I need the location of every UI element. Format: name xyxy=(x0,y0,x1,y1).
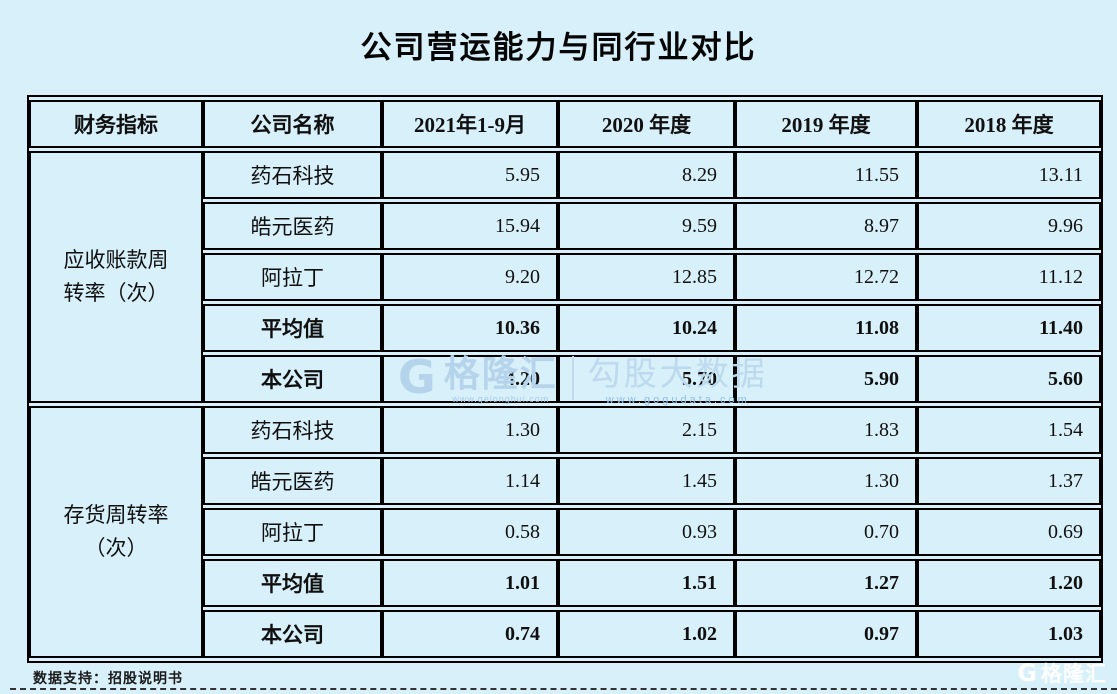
value-cell: 12.85 xyxy=(558,253,735,301)
value-cell: 8.29 xyxy=(558,151,735,199)
table-row: 阿拉丁 0.58 0.93 0.70 0.69 xyxy=(29,508,1101,556)
table-row: 皓元医药 1.14 1.45 1.30 1.37 xyxy=(29,457,1101,505)
value-cell: 13.11 xyxy=(917,151,1101,199)
value-cell: 1.30 xyxy=(735,457,917,505)
col-header-2020: 2020 年度 xyxy=(558,100,735,148)
value-cell: 9.96 xyxy=(917,202,1101,250)
value-cell: 1.54 xyxy=(917,406,1101,454)
value-cell: 1.27 xyxy=(735,559,917,607)
value-cell: 9.59 xyxy=(558,202,735,250)
table-row: 本公司 0.74 1.02 0.97 1.03 xyxy=(29,610,1101,658)
value-cell: 1.30 xyxy=(382,406,558,454)
col-header-2021: 2021年1-9月 xyxy=(382,100,558,148)
value-cell: 10.36 xyxy=(382,304,558,352)
value-cell: 1.51 xyxy=(558,559,735,607)
value-cell: 0.93 xyxy=(558,508,735,556)
table-row: 平均值 10.36 10.24 11.08 11.40 xyxy=(29,304,1101,352)
table-row: 阿拉丁 9.20 12.85 12.72 11.12 xyxy=(29,253,1101,301)
value-cell: 1.20 xyxy=(917,559,1101,607)
value-cell: 4.20 xyxy=(382,355,558,403)
value-cell: 1.14 xyxy=(382,457,558,505)
company-cell: 皓元医药 xyxy=(203,457,382,505)
value-cell: 1.01 xyxy=(382,559,558,607)
footer-dashed-divider xyxy=(10,688,1117,690)
value-cell: 0.97 xyxy=(735,610,917,658)
value-cell: 11.40 xyxy=(917,304,1101,352)
gelonghui-corner-logo: G 格隆汇 xyxy=(1017,658,1107,688)
company-cell: 阿拉丁 xyxy=(203,253,382,301)
page-title: 公司营运能力与同行业对比 xyxy=(360,30,757,65)
value-cell: 15.94 xyxy=(382,202,558,250)
gelonghui-corner-g-icon: G xyxy=(1017,659,1037,687)
value-cell: 11.08 xyxy=(735,304,917,352)
value-cell: 1.45 xyxy=(558,457,735,505)
value-cell: 0.74 xyxy=(382,610,558,658)
value-cell: 0.69 xyxy=(917,508,1101,556)
table-row: 本公司 4.20 5.70 5.90 5.60 xyxy=(29,355,1101,403)
value-cell: 5.90 xyxy=(735,355,917,403)
table-row: 平均值 1.01 1.51 1.27 1.20 xyxy=(29,559,1101,607)
gelonghui-corner-logo-text: 格隆汇 xyxy=(1041,663,1107,686)
table-row: 皓元医药 15.94 9.59 8.97 9.96 xyxy=(29,202,1101,250)
col-header-2018: 2018 年度 xyxy=(917,100,1101,148)
value-cell: 8.97 xyxy=(735,202,917,250)
indicator-cell: 存货周转率（次） xyxy=(29,406,203,658)
value-cell: 10.24 xyxy=(558,304,735,352)
value-cell: 11.55 xyxy=(735,151,917,199)
value-cell: 0.70 xyxy=(735,508,917,556)
company-cell: 本公司 xyxy=(203,355,382,403)
value-cell: 12.72 xyxy=(735,253,917,301)
table-row: 应收账款周转率（次） 药石科技 5.95 8.29 11.55 13.11 xyxy=(29,151,1101,403)
value-cell: 11.12 xyxy=(917,253,1101,301)
table-row: 存货周转率（次） 药石科技 1.30 2.15 1.83 1.54 xyxy=(29,406,1101,658)
header-row: 财务指标 公司名称 2021年1-9月 2020 年度 2019 年度 2018… xyxy=(29,100,1101,148)
value-cell: 1.03 xyxy=(917,610,1101,658)
company-cell: 平均值 xyxy=(203,304,382,352)
indicator-cell: 应收账款周转率（次） xyxy=(29,151,203,403)
operating-capability-table: 财务指标 公司名称 2021年1-9月 2020 年度 2019 年度 2018… xyxy=(27,95,1103,663)
value-cell: 5.60 xyxy=(917,355,1101,403)
col-header-company-name: 公司名称 xyxy=(203,100,382,148)
data-source-label: 数据支持：招股说明书 xyxy=(33,670,183,686)
company-cell: 平均值 xyxy=(203,559,382,607)
company-cell: 本公司 xyxy=(203,610,382,658)
company-cell: 皓元医药 xyxy=(203,202,382,250)
company-cell: 阿拉丁 xyxy=(203,508,382,556)
value-cell: 9.20 xyxy=(382,253,558,301)
col-header-2019: 2019 年度 xyxy=(735,100,917,148)
company-cell: 药石科技 xyxy=(203,406,382,454)
value-cell: 1.83 xyxy=(735,406,917,454)
value-cell: 5.95 xyxy=(382,151,558,199)
value-cell: 0.58 xyxy=(382,508,558,556)
value-cell: 1.37 xyxy=(917,457,1101,505)
value-cell: 2.15 xyxy=(558,406,735,454)
col-header-financial-indicator: 财务指标 xyxy=(29,100,203,148)
value-cell: 1.02 xyxy=(558,610,735,658)
value-cell: 5.70 xyxy=(558,355,735,403)
company-cell: 药石科技 xyxy=(203,151,382,199)
